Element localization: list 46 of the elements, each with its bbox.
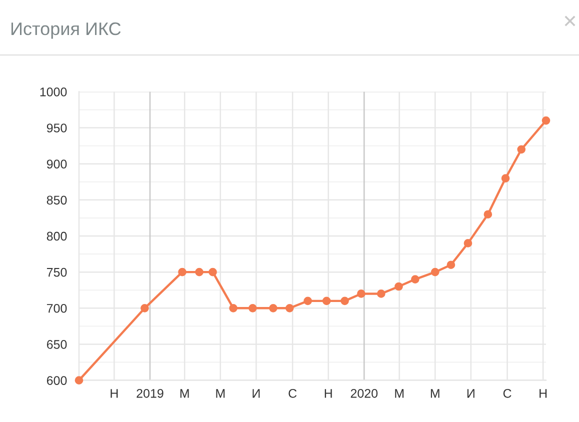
x-tick-label: 2019 (136, 388, 164, 398)
x-tick-label: С (503, 388, 512, 398)
point (140, 304, 149, 312)
y-tick-label: 750 (46, 268, 67, 277)
y-tick-label: 700 (46, 304, 67, 313)
x-tick-label: 2020 (350, 388, 378, 398)
point (430, 268, 440, 276)
point (501, 174, 510, 182)
point (542, 116, 550, 125)
x-tick-label: М (430, 389, 440, 398)
y-tick-label: 900 (46, 160, 67, 168)
x-tick-label: Н (110, 389, 118, 398)
y-tick-label: 800 (46, 232, 67, 241)
point (208, 268, 217, 276)
point (464, 239, 472, 248)
y-tick-label: 1000 (40, 88, 67, 96)
x-tick-label: М (395, 389, 404, 398)
x-tick-label: И (467, 389, 474, 398)
point (322, 296, 331, 306)
x-tick-label: М (180, 389, 189, 398)
point (285, 304, 294, 312)
point (484, 210, 492, 219)
x-tick-label: Н (540, 389, 547, 398)
point (195, 268, 204, 276)
x-tick-label: И (252, 389, 260, 398)
point (517, 145, 526, 154)
point (446, 260, 456, 270)
point (357, 290, 366, 298)
x-tick-label: С (288, 388, 297, 398)
point (340, 296, 349, 306)
point (411, 275, 420, 284)
point (229, 304, 238, 312)
y-tick-label: 600 (46, 376, 67, 385)
chart-title: История ИКС (11, 22, 121, 39)
point (376, 290, 386, 298)
point (394, 282, 403, 291)
point (178, 268, 186, 276)
y-tick-label: 650 (46, 340, 67, 349)
point (74, 376, 84, 384)
x-tick-label: М (216, 389, 225, 398)
y-tick-label: 950 (46, 124, 67, 132)
y-tick-label: 850 (46, 196, 67, 205)
point (304, 296, 312, 306)
x-tick-label: Н (324, 389, 332, 398)
point (248, 304, 257, 312)
point (269, 304, 278, 312)
